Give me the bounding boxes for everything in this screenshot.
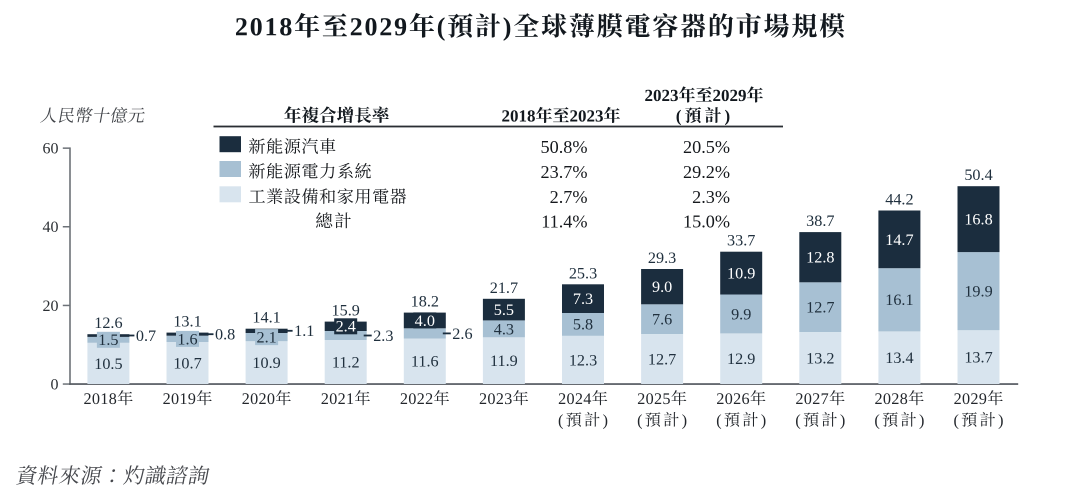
svg-text:10.9: 10.9	[252, 354, 280, 372]
svg-text:13.2: 13.2	[806, 350, 834, 368]
svg-text:29.3: 29.3	[648, 249, 676, 267]
svg-text:15.0%: 15.0%	[683, 212, 730, 232]
svg-text:38.7: 38.7	[806, 212, 834, 230]
svg-text:12.3: 12.3	[569, 351, 597, 369]
svg-text:4.3: 4.3	[494, 320, 514, 338]
svg-text:0.8: 0.8	[215, 326, 235, 344]
svg-text:2.3: 2.3	[373, 327, 393, 345]
svg-text:12.7: 12.7	[648, 351, 676, 369]
svg-text:11.4%: 11.4%	[541, 212, 587, 232]
svg-text:13.4: 13.4	[885, 349, 913, 367]
svg-text:2.4: 2.4	[336, 318, 356, 336]
svg-text:1.5: 1.5	[98, 331, 118, 349]
svg-text:0.7: 0.7	[136, 327, 156, 345]
svg-text:9.9: 9.9	[731, 305, 751, 323]
svg-text:12.6: 12.6	[94, 314, 122, 332]
svg-text:10.9: 10.9	[727, 265, 755, 283]
svg-text:20: 20	[43, 298, 59, 315]
svg-text:60: 60	[43, 141, 59, 158]
svg-text:13.1: 13.1	[173, 313, 201, 331]
svg-text:16.8: 16.8	[964, 211, 992, 229]
svg-text:7.3: 7.3	[573, 290, 593, 308]
svg-text:12.9: 12.9	[727, 350, 755, 368]
svg-text:10.5: 10.5	[94, 355, 122, 373]
svg-text:9.0: 9.0	[652, 278, 672, 296]
svg-text:1.6: 1.6	[177, 330, 197, 348]
svg-text:2.7%: 2.7%	[550, 187, 588, 207]
svg-text:11.6: 11.6	[411, 353, 439, 371]
svg-text:14.1: 14.1	[252, 309, 280, 327]
svg-text:1.1: 1.1	[294, 322, 314, 340]
svg-text:40: 40	[43, 219, 59, 236]
svg-text:21.7: 21.7	[490, 279, 518, 297]
svg-text:25.3: 25.3	[569, 264, 597, 282]
svg-text:4.0: 4.0	[415, 312, 435, 330]
svg-text:13.7: 13.7	[964, 349, 992, 367]
svg-text:0: 0	[51, 377, 59, 394]
svg-text:14.7: 14.7	[885, 231, 913, 249]
svg-text:2.1: 2.1	[256, 329, 276, 347]
svg-text:50.8%: 50.8%	[541, 137, 588, 157]
svg-text:11.2: 11.2	[332, 353, 360, 371]
svg-text:23.7%: 23.7%	[541, 162, 588, 182]
svg-text:29.2%: 29.2%	[683, 162, 730, 182]
svg-text:10.7: 10.7	[173, 354, 201, 372]
svg-text:2.6: 2.6	[452, 325, 472, 343]
svg-text:18.2: 18.2	[411, 293, 439, 311]
svg-text:44.2: 44.2	[885, 191, 913, 209]
svg-text:19.9: 19.9	[964, 283, 992, 301]
svg-text:15.9: 15.9	[332, 302, 360, 320]
svg-text:2.3%: 2.3%	[692, 187, 730, 207]
svg-text:50.4: 50.4	[964, 166, 992, 184]
svg-text:33.7: 33.7	[727, 232, 755, 250]
svg-text:20.5%: 20.5%	[683, 137, 730, 157]
svg-text:12.8: 12.8	[806, 249, 834, 267]
svg-text:5.5: 5.5	[494, 301, 514, 319]
svg-text:5.8: 5.8	[573, 316, 593, 334]
svg-text:11.9: 11.9	[490, 352, 518, 370]
svg-text:16.1: 16.1	[885, 291, 913, 309]
svg-text:12.7: 12.7	[806, 299, 834, 317]
svg-text:7.6: 7.6	[652, 311, 672, 329]
